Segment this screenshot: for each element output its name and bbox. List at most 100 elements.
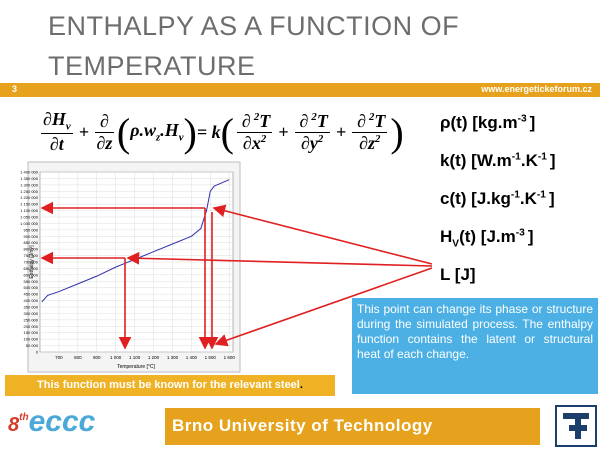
logo-mark — [563, 413, 589, 439]
text: ∂x — [242, 132, 261, 153]
y-tick-label: 650 000 — [24, 266, 39, 271]
term: + — [333, 122, 349, 143]
text: T — [374, 110, 386, 131]
x-tick-label: 1 600 — [224, 355, 236, 360]
property: HV(t) [J.m-3] — [440, 227, 559, 265]
fraction: ∂ 2T ∂z2 — [352, 110, 388, 154]
slide-number: 3 — [12, 84, 18, 94]
text: ∂z — [96, 132, 113, 153]
header-bar — [0, 83, 600, 97]
x-tick-label: 1 400 — [186, 355, 198, 360]
text: ∂ — [299, 110, 309, 131]
superscript: 2 — [317, 132, 324, 145]
y-tick-label: 0 — [36, 350, 39, 355]
logo-text: eccc — [28, 405, 96, 438]
text: .K — [519, 189, 537, 208]
text: (t) [J.m — [459, 227, 516, 246]
y-tick-label: 1 250 000 — [20, 189, 39, 194]
y-tick-label: 200 000 — [24, 324, 39, 329]
text: ∂y — [301, 132, 318, 153]
superscript: -3 — [517, 113, 527, 125]
superscript: 2 — [260, 132, 267, 145]
y-tick-label: 50 000 — [26, 343, 39, 348]
y-tick-label: 600 000 — [24, 272, 39, 277]
text: ) — [390, 109, 404, 155]
logo-number: 8 — [8, 414, 20, 436]
text: H — [440, 227, 453, 246]
fraction: ∂ ∂z — [94, 111, 114, 154]
fraction: ∂ 2T ∂y2 — [294, 110, 330, 154]
website: www.energetickeforum.cz — [481, 84, 592, 94]
caption: This function must be known for the rele… — [37, 379, 300, 391]
text: c(t) [J.kg — [440, 189, 511, 208]
numerator: ∂ — [94, 111, 114, 133]
text: .H — [160, 120, 179, 141]
x-tick-label: 1 100 — [129, 355, 141, 360]
property-list: ρ(t) [kg.m-3] k(t) [W.m-1.K-1] c(t) [J.kg-… — [440, 113, 559, 303]
y-tick-label: 750 000 — [24, 253, 39, 258]
text: ρ.w — [130, 120, 156, 141]
denominator: ∂x2 — [243, 133, 266, 154]
y-tick-label: 1 200 000 — [20, 195, 39, 200]
y-tick-label: 150 000 — [24, 330, 39, 335]
term: ρ.wz.Hv — [130, 120, 183, 144]
superscript: 2 — [374, 132, 381, 145]
text: T — [316, 110, 328, 131]
text: ∂z — [359, 132, 375, 153]
text: T — [259, 110, 271, 131]
property: c(t) [J.kg-1.K-1] — [440, 189, 559, 227]
numerator: ∂ 2T — [294, 110, 330, 133]
institution: Brno University of Technology — [172, 416, 433, 435]
text: k(t) [W.m — [440, 151, 512, 170]
y-tick-label: 800 000 — [24, 247, 39, 252]
text: ( — [116, 109, 131, 155]
y-tick-label: 450 000 — [24, 292, 39, 297]
text: ∂ — [241, 110, 251, 131]
term: ( — [117, 109, 130, 156]
superscript: 2 — [368, 110, 375, 123]
superscript: -1 — [510, 189, 520, 201]
subscript: v — [65, 120, 71, 133]
data-line — [41, 179, 230, 303]
x-tick-label: 1 300 — [167, 355, 179, 360]
logo: 8theccc — [8, 405, 95, 439]
y-tick-label: 100 000 — [24, 337, 39, 342]
note-box: This point can change its phase or struc… — [352, 298, 598, 394]
text: L [J] — [440, 265, 476, 284]
numerator: ∂ 2T — [236, 110, 273, 133]
denominator: ∂z2 — [359, 133, 380, 154]
y-tick-label: 400 000 — [24, 298, 39, 303]
text: + — [335, 121, 347, 142]
property: k(t) [W.m-1.K-1] — [440, 151, 559, 189]
y-tick-label: 1 050 000 — [20, 215, 39, 220]
x-tick-label: 1 000 — [110, 355, 122, 360]
numerator: ∂Hv — [41, 109, 73, 134]
text: ] — [527, 227, 534, 246]
text: ∂H — [43, 109, 66, 130]
y-tick-label: 900 000 — [24, 234, 39, 239]
y-tick-label: 250 000 — [24, 317, 39, 322]
numerator: ∂ 2T — [352, 110, 388, 133]
text: ] — [529, 113, 536, 132]
y-axis-label: Enthalpy [J/m³] — [29, 245, 35, 279]
y-tick-label: 1 150 000 — [20, 202, 39, 207]
subscript: v — [178, 131, 184, 144]
chart: Temperature [°C] Enthalpy [J/m³] 0 50 000… — [20, 161, 241, 373]
term: + — [76, 122, 92, 143]
y-tick-label: 300 000 — [24, 311, 39, 316]
text: ] — [549, 151, 556, 170]
x-tick-label: 1 500 — [205, 355, 217, 360]
text: + — [278, 121, 289, 142]
fraction: ∂Hv ∂t — [41, 109, 73, 155]
fraction: ∂ 2T ∂x2 — [236, 110, 273, 154]
denominator: ∂y2 — [301, 133, 323, 154]
y-tick-label: 1 100 000 — [20, 208, 39, 213]
text: ∂t — [49, 133, 64, 154]
y-tick-label: 950 000 — [24, 227, 39, 232]
x-tick-label: 700 — [55, 355, 63, 360]
equation: ∂Hv ∂t + ∂ ∂z(ρ.wz.Hv) = k(∂ 2T ∂x2 + ∂ 2T ∂y2 + ∂ 2T ∂… — [38, 104, 404, 160]
text: ( — [220, 109, 234, 155]
footer-bar — [165, 408, 540, 445]
text: ∂ — [357, 110, 366, 131]
